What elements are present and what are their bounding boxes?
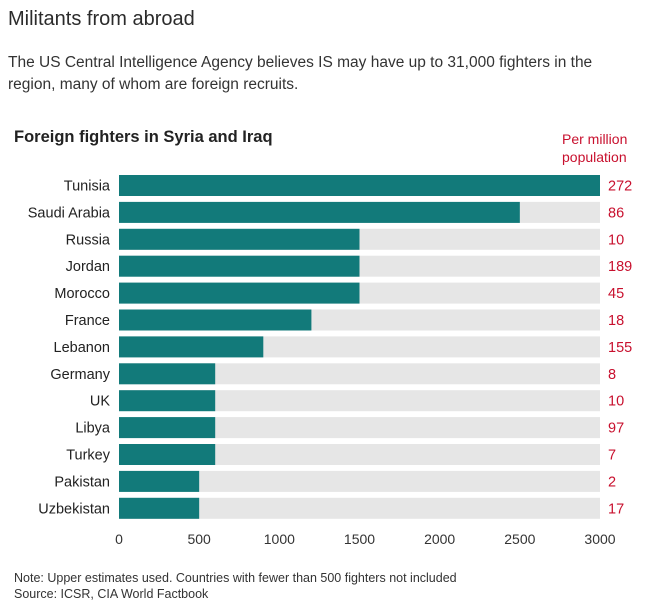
per-million-label-russia: 10 — [608, 232, 624, 248]
per-million-label-libya: 97 — [608, 421, 624, 437]
page-title: Militants from abroad — [8, 8, 195, 30]
category-label-saudi-arabia: Saudi Arabia — [28, 205, 111, 221]
per-million-label-morocco: 45 — [608, 286, 624, 302]
chart-footer: Note: Upper estimates used. Countries wi… — [14, 570, 457, 602]
category-label-france: France — [65, 313, 110, 329]
category-label-uzbekistan: Uzbekistan — [38, 501, 110, 517]
per-million-label-germany: 8 — [608, 367, 616, 383]
category-label-lebanon: Lebanon — [54, 340, 110, 356]
bar-uk — [119, 390, 216, 412]
x-tick-label: 0 — [115, 531, 123, 547]
category-label-libya: Libya — [75, 421, 111, 437]
category-label-russia: Russia — [66, 232, 111, 248]
bar-track-uk — [119, 390, 600, 412]
per-million-label-uk: 10 — [608, 394, 624, 410]
x-tick-label: 3000 — [584, 531, 615, 547]
x-tick-label: 1000 — [264, 531, 295, 547]
per-million-label-lebanon: 155 — [608, 340, 632, 356]
per-million-label-pakistan: 2 — [608, 474, 616, 490]
bar-libya — [119, 417, 216, 439]
category-label-morocco: Morocco — [54, 286, 110, 302]
bar-france — [119, 309, 312, 331]
bar-morocco — [119, 282, 360, 304]
chart-title: Foreign fighters in Syria and Iraq — [14, 128, 273, 146]
per-million-label-tunisia: 272 — [608, 179, 632, 195]
per-million-label-saudi-arabia: 86 — [608, 205, 624, 221]
category-label-jordan: Jordan — [66, 259, 110, 275]
bar-jordan — [119, 255, 360, 277]
bar-track-pakistan — [119, 470, 600, 492]
x-tick-label: 2500 — [504, 531, 535, 547]
bar-track-libya — [119, 417, 600, 439]
x-tick-label: 2000 — [424, 531, 455, 547]
category-label-germany: Germany — [50, 367, 110, 383]
bar-track-uzbekistan — [119, 497, 600, 519]
per-million-label-france: 18 — [608, 313, 624, 329]
bar-russia — [119, 228, 360, 250]
category-label-uk: UK — [90, 394, 110, 410]
category-label-tunisia: Tunisia — [64, 179, 111, 195]
bar-tunisia — [119, 175, 600, 196]
bar-lebanon — [119, 336, 264, 358]
bar-uzbekistan — [119, 497, 200, 519]
bar-saudi-arabia — [119, 201, 520, 223]
footnote: Note: Upper estimates used. Countries wi… — [14, 571, 457, 585]
per-million-header-line-1: Per million — [562, 131, 628, 147]
bar-turkey — [119, 444, 216, 465]
category-label-pakistan: Pakistan — [54, 474, 110, 490]
per-million-label-turkey: 7 — [608, 448, 616, 464]
per-million-header-line-2: population — [562, 149, 627, 165]
intro-text: The US Central Intelligence Agency belie… — [8, 54, 593, 93]
x-tick-label: 500 — [187, 531, 211, 547]
per-million-label-jordan: 189 — [608, 259, 632, 275]
bar-track-turkey — [119, 444, 600, 465]
category-label-turkey: Turkey — [66, 448, 111, 464]
bar-pakistan — [119, 470, 200, 492]
bar-germany — [119, 363, 216, 385]
per-million-header: Per million population — [562, 130, 627, 166]
source-line: Source: ICSR, CIA World Factbook — [14, 587, 209, 601]
bar-track-germany — [119, 363, 600, 385]
per-million-label-uzbekistan: 17 — [608, 501, 624, 517]
x-tick-label: 1500 — [344, 531, 375, 547]
